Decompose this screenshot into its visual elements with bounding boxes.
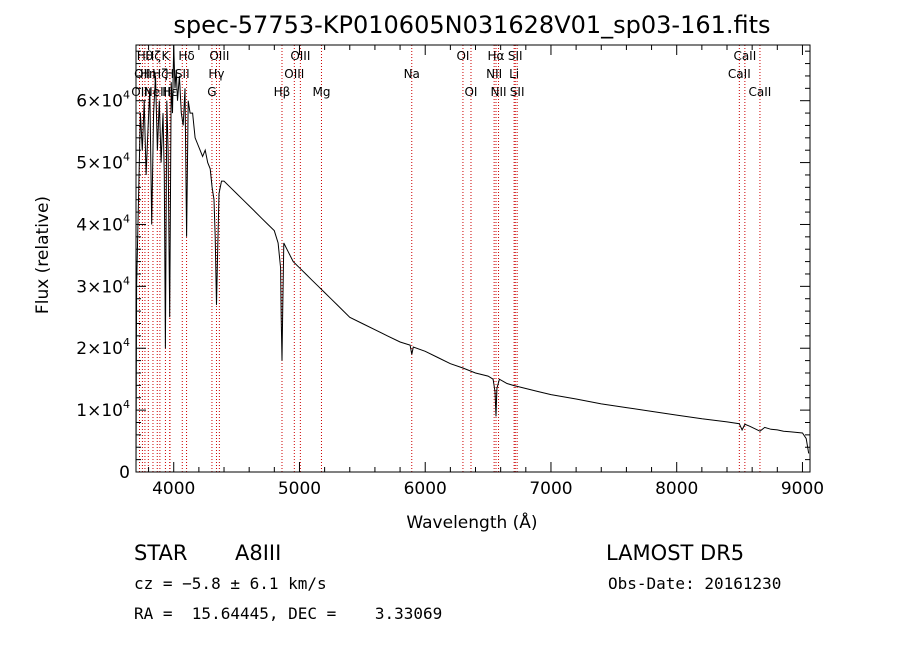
line-label: G	[207, 85, 216, 99]
spectrum-line	[135, 44, 810, 473]
y-tick-exponent: 4	[123, 212, 130, 225]
plot-frame	[135, 44, 811, 473]
line-label: CaII	[733, 49, 756, 63]
y-tick-mantissa: 5×10	[76, 154, 123, 174]
line-label: Hη	[140, 67, 157, 81]
line-label: OII	[134, 67, 151, 81]
chart-title: spec-57753-KP010605N031628V01_sp03-161.f…	[173, 11, 770, 39]
line-label: Na	[404, 67, 420, 81]
y-tick-exponent: 4	[123, 274, 130, 287]
y-tick-label: 2×104	[76, 336, 130, 359]
line-label: NII	[490, 85, 506, 99]
x-tick-label: 8000	[655, 479, 698, 499]
spectral-line-labels: OIIOIIHθHηHζNeIIIHζKHHεSIIHδGHγOIIIHβOII…	[131, 49, 771, 99]
line-label: NeIII	[144, 85, 171, 99]
line-label: SII	[508, 49, 523, 63]
x-tick-label: 4000	[152, 479, 195, 499]
x-tick-label: 9000	[781, 479, 824, 499]
y-tick-exponent: 4	[123, 336, 130, 349]
line-label: CaII	[728, 67, 751, 81]
line-label: SII	[175, 67, 190, 81]
y-tick-label: 6×104	[76, 89, 130, 112]
y-tick-mantissa: 0	[119, 463, 130, 483]
line-label: CaII	[749, 85, 772, 99]
object-class: STAR	[134, 541, 188, 565]
line-label: Hγ	[208, 67, 224, 81]
line-label: Hβ	[274, 85, 291, 99]
x-axis-label: Wavelength (Å)	[406, 511, 537, 533]
y-tick-label: 0	[119, 463, 130, 483]
y-axis-label: Flux (relative)	[33, 196, 53, 314]
line-label: H	[165, 67, 174, 81]
y-tick-exponent: 4	[123, 398, 130, 411]
redshift-text: cz = −5.8 ± 6.1 km/s	[134, 574, 327, 593]
x-tick-label: 5000	[278, 479, 321, 499]
spectral-line-markers	[139, 45, 761, 472]
y-tick-label: 1×104	[76, 398, 130, 421]
line-label: OIII	[209, 49, 229, 63]
y-tick-mantissa: 4×10	[76, 215, 123, 235]
x-tick-label: 7000	[529, 479, 572, 499]
line-label: Mg	[312, 85, 330, 99]
line-label: NII	[486, 67, 502, 81]
line-label: SII	[510, 85, 525, 99]
y-tick-mantissa: 1×10	[76, 401, 123, 421]
y-tick-mantissa: 2×10	[76, 339, 123, 359]
y-tick-exponent: 4	[123, 151, 130, 164]
line-label: Hε	[162, 85, 178, 99]
x-axis-ticks: 4000 5000 6000 7000 8000 9000	[148, 45, 824, 499]
line-label: Hθ	[137, 49, 153, 63]
object-subclass: A8III	[235, 541, 282, 565]
line-label: OIII	[290, 49, 310, 63]
line-label: K	[161, 49, 170, 63]
line-label: Hα	[488, 49, 505, 63]
y-tick-label: 3×104	[76, 274, 130, 297]
y-tick-mantissa: 6×10	[76, 92, 123, 112]
y-tick-label: 4×104	[76, 212, 130, 235]
obs-date: Obs-Date: 20161230	[608, 574, 782, 593]
x-tick-label: 6000	[404, 479, 447, 499]
line-label: Hδ	[178, 49, 194, 63]
y-tick-mantissa: 3×10	[76, 277, 123, 297]
line-label: OII	[131, 85, 148, 99]
line-label: Li	[509, 67, 519, 81]
line-label: Hζ	[145, 49, 161, 63]
y-tick-exponent: 4	[123, 89, 130, 102]
line-label: OI	[456, 49, 469, 63]
y-tick-label: 5×104	[76, 151, 130, 174]
line-label: OIII	[284, 67, 304, 81]
line-label: OI	[464, 85, 477, 99]
survey-label: LAMOST DR5	[606, 541, 745, 565]
coordinates-text: RA = 15.64445, DEC = 3.33069	[134, 604, 443, 623]
